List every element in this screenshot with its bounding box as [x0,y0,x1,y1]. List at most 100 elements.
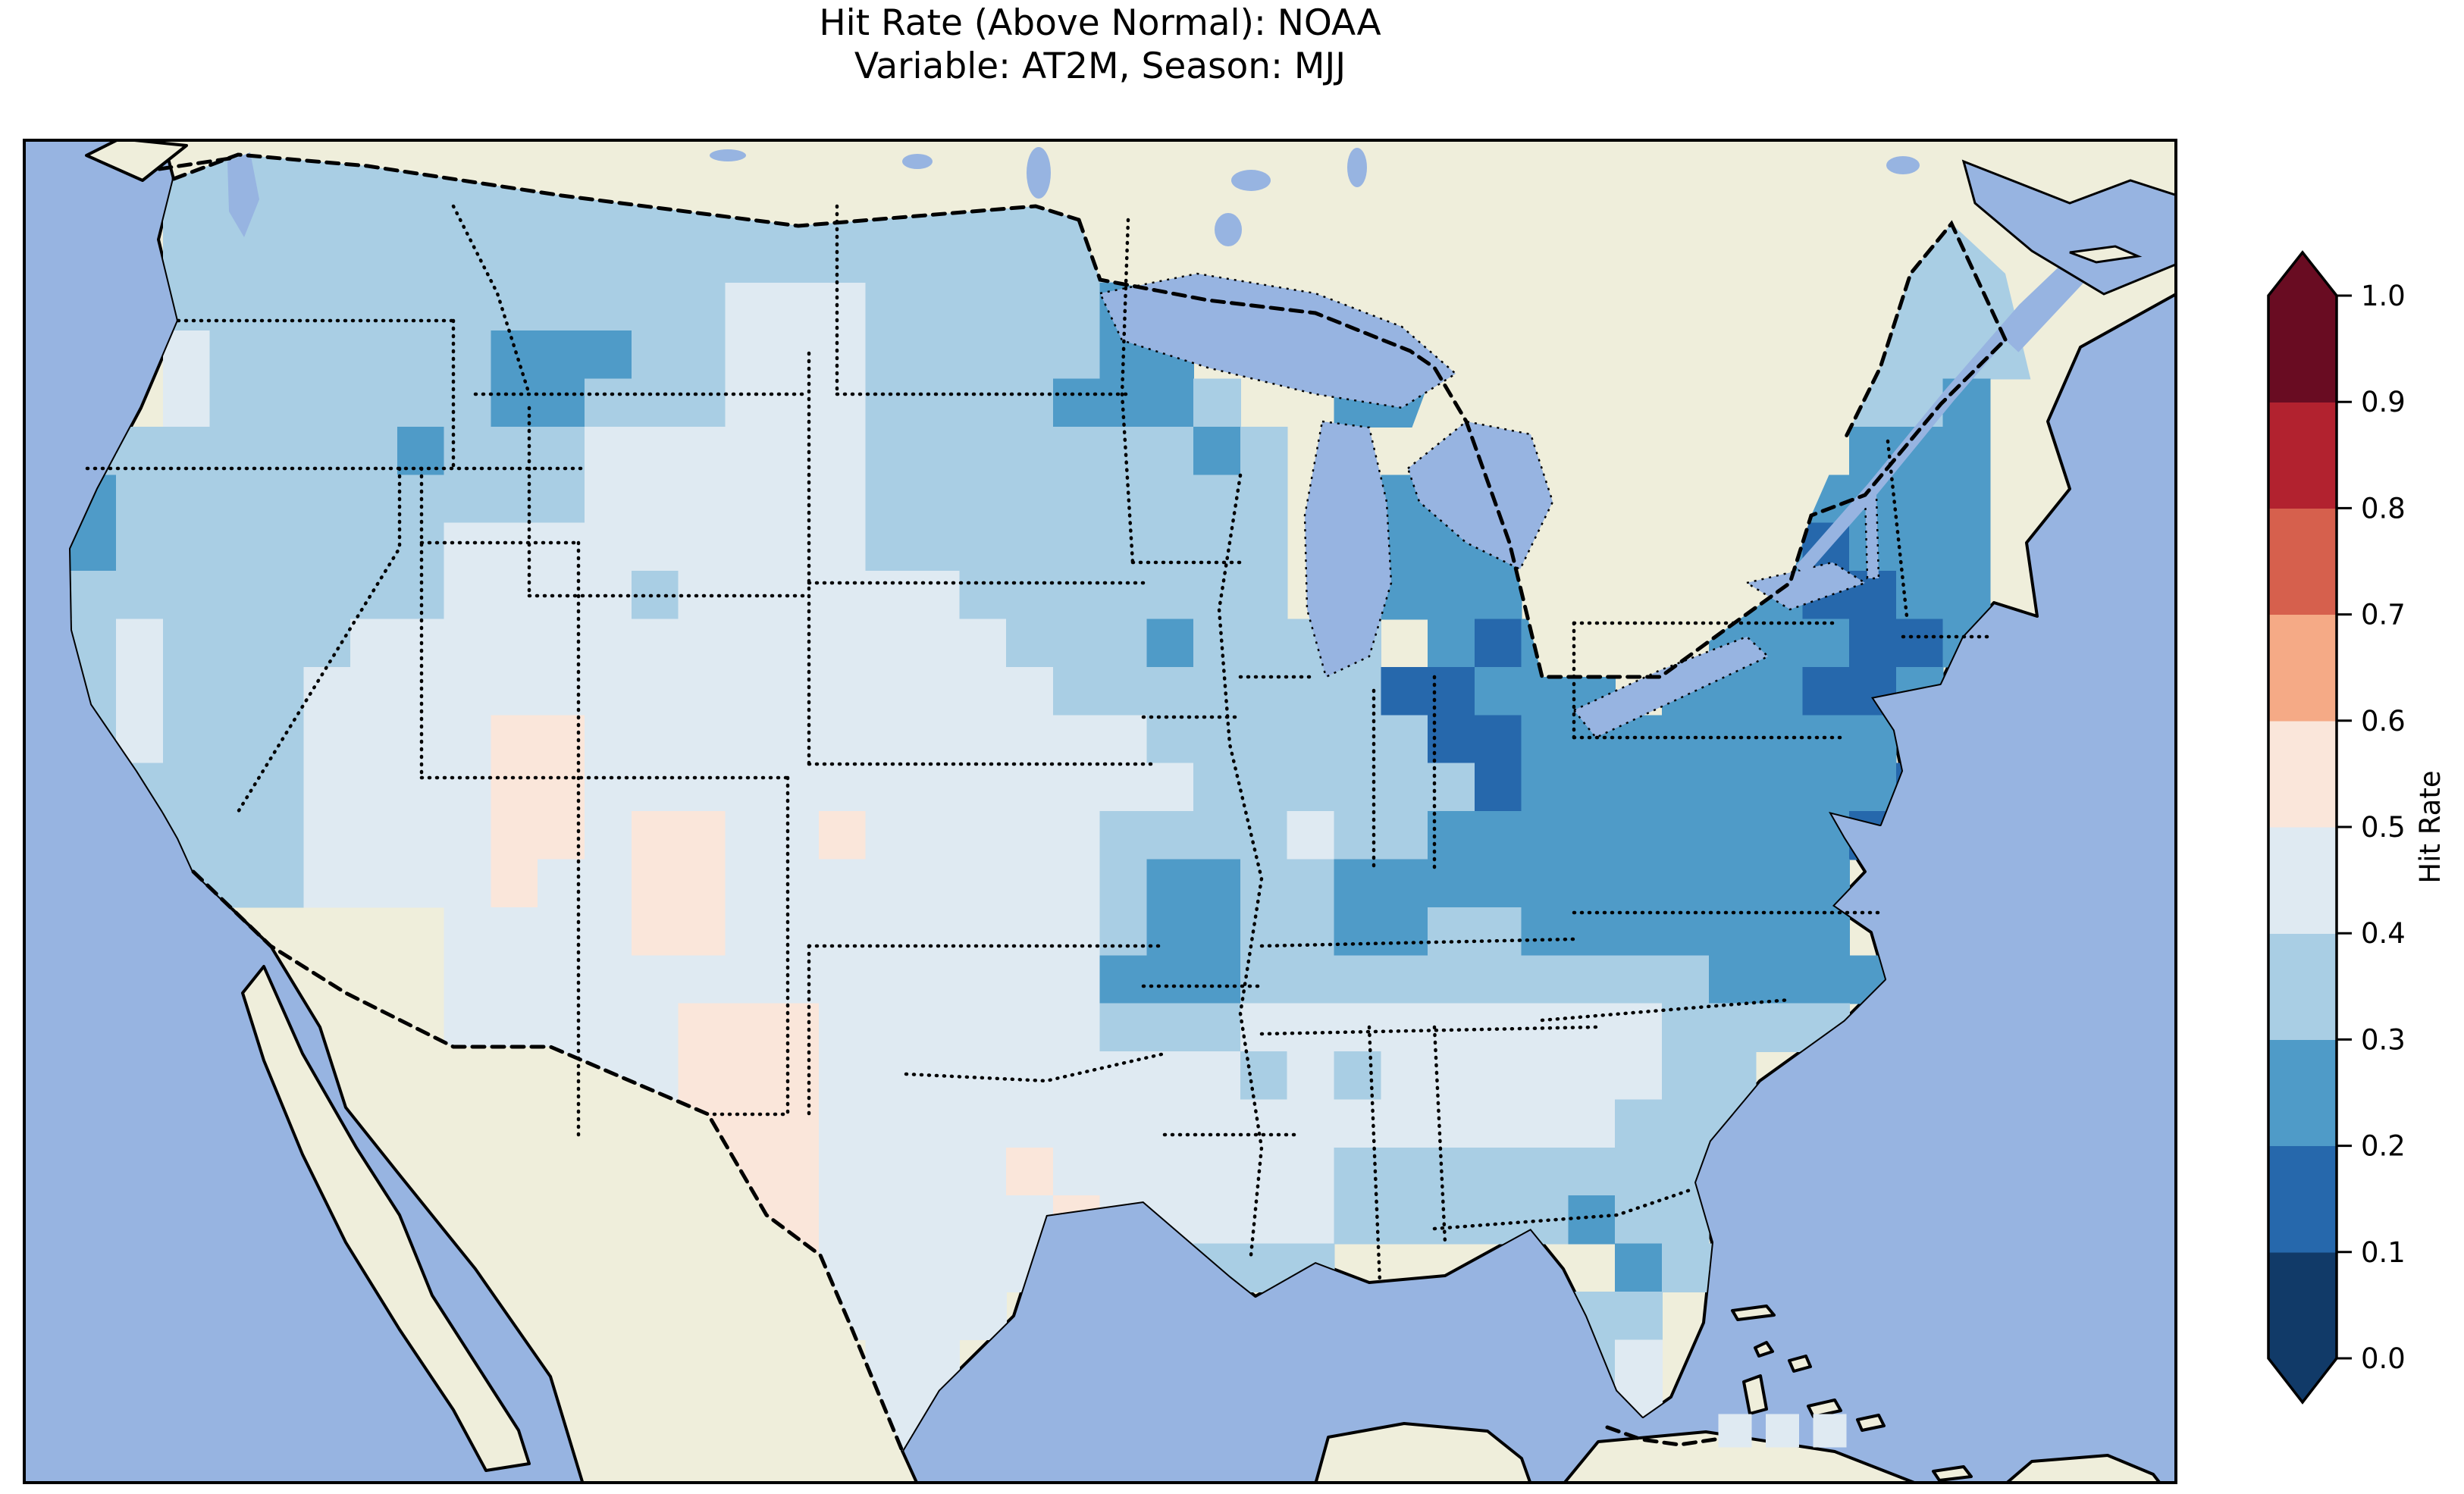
grid-cell [865,330,914,380]
grid-cell [912,330,961,380]
grid-cell [1755,955,1804,1004]
grid-cell [1052,763,1101,812]
grid-cell [912,378,961,428]
grid-cell [678,330,726,380]
grid-cell [865,1339,914,1389]
grid-cell [397,282,445,331]
grid-cell [116,571,164,620]
grid-cell [350,619,398,668]
grid-cell [1662,1051,1710,1101]
grid-cell [1099,666,1148,716]
grid-cell [818,1003,867,1052]
grid-cell [631,955,679,1004]
colorbar-segments [2268,296,2337,1359]
grid-cell [256,811,305,860]
grid-cell [865,666,914,716]
grid-cell [678,427,726,476]
grid-cell [1006,1099,1054,1148]
grid-cell [209,378,258,428]
grid-cell [1568,955,1616,1004]
grid-cell [397,859,445,908]
grid-cell [209,666,258,716]
grid-cell [1287,1195,1335,1245]
grid-cell [1240,715,1288,764]
grid-cell [1334,955,1382,1004]
grid-cell [725,715,773,764]
colorbar-segment [2268,1039,2337,1147]
map-frame [23,139,2177,1484]
grid-cell [397,378,445,428]
grid-cell [725,427,773,476]
grid-cell [1240,427,1288,476]
grid-cell [1708,955,1757,1004]
grid-cell [1193,571,1241,620]
grid-cell [256,619,305,668]
grid-cell [350,715,398,764]
grid-cell [865,522,914,572]
grid-cell [772,378,820,428]
grid-cell [538,955,585,1004]
grid-cell [585,1003,632,1052]
grid-cell [1568,1003,1616,1052]
grid-cell [303,619,351,668]
grid-cell [444,234,492,283]
grid-cell [818,715,867,764]
grid-cell [1287,955,1335,1004]
grid-cell [912,666,961,716]
grid-cell [912,811,961,860]
grid-cell [865,571,914,620]
grid-cell [303,378,351,428]
grid-cell [1662,811,1710,860]
grid-cell [1146,811,1194,860]
colorbar-over-arrow [2268,252,2337,296]
page-title: Hit Rate (Above Normal): NOAA Variable: … [23,2,2177,88]
grid-cell [303,427,351,476]
grid-cell [818,1147,867,1196]
grid-cell [397,811,445,860]
grid-cell [209,763,258,812]
colorbar-segment [2268,1145,2337,1253]
grid-cell [1193,715,1241,764]
grid-cell [1287,715,1335,764]
grid-cell [631,666,679,716]
grid-cell [1381,763,1428,812]
grid-cell [491,186,538,236]
grid-cell [1381,1003,1428,1052]
grid-cell [397,186,445,236]
grid-cell [1193,1003,1241,1052]
grid-cell [1006,571,1054,620]
grid-cell [491,666,538,716]
grid-cell [959,1195,1007,1245]
grid-cell [1099,571,1148,620]
grid-cell [1052,522,1101,572]
grid-cell [1287,1099,1335,1148]
grid-cell [1099,955,1148,1004]
grid-cell [912,1003,961,1052]
grid-cell [865,1051,914,1101]
grid-cell [1240,1003,1288,1052]
grid-cell [818,378,867,428]
grid-cell [678,666,726,716]
grid-cell [1052,330,1101,380]
grid-cell [1428,907,1475,957]
grid-cell [1942,522,1991,572]
grid-cell [1521,1051,1569,1101]
grid-cell [1521,811,1569,860]
grid-cell [1568,859,1616,908]
grid-cell [631,522,679,572]
lake-erie [1572,635,1770,739]
international-borders [157,152,2008,1453]
grid-cell [678,1003,726,1052]
grid-cell [1802,715,1850,764]
grid-cell [303,475,351,524]
grid-cell [538,378,585,428]
grid-cell [116,522,164,572]
grid-cell [631,763,679,812]
grid-cell [1521,1003,1569,1052]
grid-cell [1428,1195,1475,1245]
colorbar-tick-label: 0.7 [2361,599,2406,631]
grid-cell [1006,859,1054,908]
grid-cell [725,282,773,331]
grid-cell [1052,907,1101,957]
grid-cell [1474,859,1522,908]
